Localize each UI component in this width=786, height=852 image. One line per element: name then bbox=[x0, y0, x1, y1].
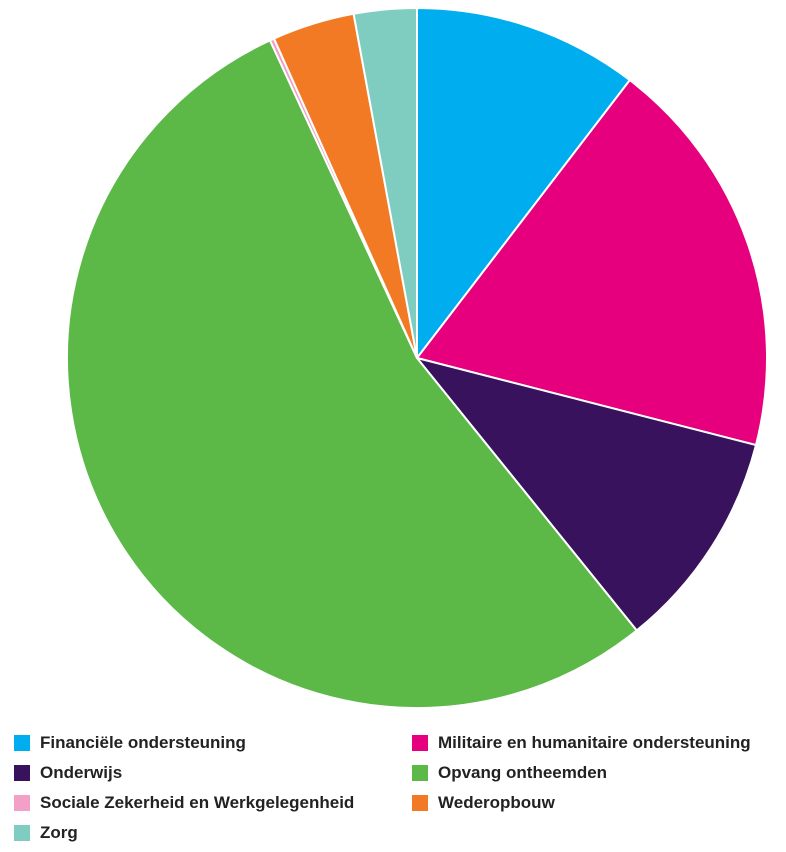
legend-item: Sociale Zekerheid en Werkgelegenheid bbox=[14, 793, 412, 813]
legend-item: Onderwijs bbox=[14, 763, 412, 783]
legend-swatch bbox=[14, 795, 30, 811]
pie-chart bbox=[65, 7, 768, 709]
legend-label: Onderwijs bbox=[40, 763, 123, 782]
legend-swatch bbox=[412, 765, 428, 781]
legend-swatch bbox=[14, 735, 30, 751]
pie-slice-3 bbox=[65, 39, 638, 709]
legend-item: Financiële ondersteuning bbox=[14, 733, 412, 753]
legend-swatch bbox=[412, 735, 428, 751]
pie-slice-2 bbox=[416, 357, 757, 632]
legend-label: Militaire en humanitaire ondersteuning bbox=[438, 733, 751, 752]
legend-item: Wederopbouw bbox=[412, 793, 786, 813]
legend-item: Militaire en humanitaire ondersteuning bbox=[412, 733, 786, 753]
legend-label: Opvang ontheemden bbox=[438, 763, 608, 782]
legend-label: Wederopbouw bbox=[438, 793, 555, 812]
legend-label: Zorg bbox=[40, 823, 78, 842]
pie-slice-6 bbox=[352, 7, 418, 359]
legend-swatch bbox=[14, 765, 30, 781]
legend-item: Zorg bbox=[14, 823, 412, 843]
pie-slice-0 bbox=[416, 7, 631, 359]
legend-label: Sociale Zekerheid en Werkgelegenheid bbox=[40, 793, 355, 812]
chart-legend: Financiële ondersteuning Militaire en hum… bbox=[14, 733, 786, 843]
legend-item: Opvang ontheemden bbox=[412, 763, 786, 783]
pie-slice-1 bbox=[416, 79, 768, 447]
legend-swatch bbox=[14, 825, 30, 841]
legend-swatch bbox=[412, 795, 428, 811]
legend-label: Financiële ondersteuning bbox=[40, 733, 246, 752]
